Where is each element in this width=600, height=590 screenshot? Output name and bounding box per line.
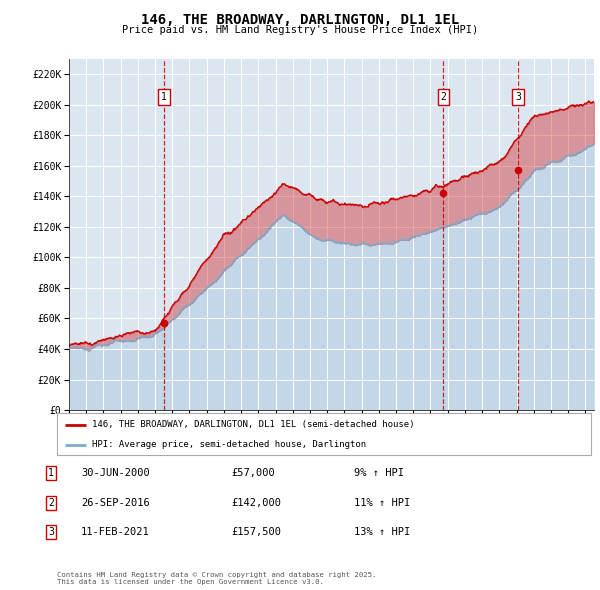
Text: £142,000: £142,000 — [231, 498, 281, 507]
Text: 2: 2 — [48, 498, 54, 507]
Point — [514, 165, 523, 175]
Text: 146, THE BROADWAY, DARLINGTON, DL1 1EL (semi-detached house): 146, THE BROADWAY, DARLINGTON, DL1 1EL (… — [92, 421, 414, 430]
Text: 26-SEP-2016: 26-SEP-2016 — [81, 498, 150, 507]
Text: HPI: Average price, semi-detached house, Darlington: HPI: Average price, semi-detached house,… — [92, 440, 366, 450]
Text: 1: 1 — [48, 468, 54, 478]
Text: 3: 3 — [515, 92, 521, 102]
Text: 11% ↑ HPI: 11% ↑ HPI — [354, 498, 410, 507]
Text: Contains HM Land Registry data © Crown copyright and database right 2025.
This d: Contains HM Land Registry data © Crown c… — [57, 572, 376, 585]
Text: 13% ↑ HPI: 13% ↑ HPI — [354, 527, 410, 537]
Text: 2: 2 — [440, 92, 446, 102]
Text: £57,000: £57,000 — [231, 468, 275, 478]
Text: 146, THE BROADWAY, DARLINGTON, DL1 1EL: 146, THE BROADWAY, DARLINGTON, DL1 1EL — [141, 13, 459, 27]
Point — [159, 319, 169, 328]
Text: 9% ↑ HPI: 9% ↑ HPI — [354, 468, 404, 478]
Text: £157,500: £157,500 — [231, 527, 281, 537]
Point — [439, 189, 448, 198]
Text: 30-JUN-2000: 30-JUN-2000 — [81, 468, 150, 478]
Text: Price paid vs. HM Land Registry's House Price Index (HPI): Price paid vs. HM Land Registry's House … — [122, 25, 478, 35]
Text: 1: 1 — [161, 92, 167, 102]
Text: 11-FEB-2021: 11-FEB-2021 — [81, 527, 150, 537]
Text: 3: 3 — [48, 527, 54, 537]
